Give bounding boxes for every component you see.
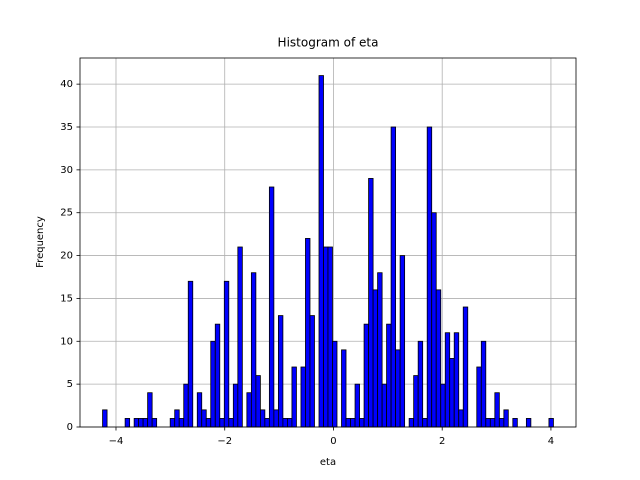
bar <box>138 418 144 428</box>
bar <box>259 409 266 428</box>
bar <box>318 75 324 428</box>
bar <box>187 280 194 428</box>
bar <box>345 418 351 428</box>
bar <box>368 178 374 428</box>
bar <box>219 418 225 428</box>
y-tick-label: 30 <box>60 165 73 176</box>
y-tick-label: 5 <box>67 379 73 390</box>
bar <box>133 418 140 428</box>
chart-title: Histogram of eta <box>278 36 379 50</box>
bar <box>305 238 311 428</box>
bar <box>268 186 275 428</box>
bar <box>277 315 284 428</box>
plot-frame <box>79 57 577 428</box>
bar <box>327 246 333 428</box>
bar <box>354 383 360 428</box>
bar <box>282 418 288 428</box>
bar <box>449 358 455 428</box>
bar <box>363 323 369 428</box>
bar <box>174 409 180 428</box>
bar <box>512 418 518 428</box>
bar <box>214 323 221 428</box>
bar <box>372 289 379 428</box>
x-axis-label: eta <box>320 457 336 468</box>
bar <box>386 323 392 428</box>
bar <box>480 340 487 428</box>
bar <box>458 409 464 428</box>
bar <box>300 366 306 428</box>
bar <box>390 126 397 428</box>
bar <box>183 383 189 428</box>
bar <box>435 289 442 428</box>
bar <box>422 418 428 428</box>
bar <box>350 418 356 428</box>
bar <box>426 126 433 428</box>
bar <box>377 272 383 428</box>
bar <box>525 418 532 428</box>
bar <box>255 375 261 428</box>
bar <box>462 306 469 428</box>
bar <box>413 375 419 428</box>
bar <box>178 418 185 428</box>
bar <box>291 366 297 428</box>
y-tick-label: 20 <box>60 251 73 262</box>
bar <box>309 315 315 428</box>
bar <box>169 418 176 428</box>
bar <box>453 332 460 428</box>
bar <box>440 383 446 428</box>
bar <box>431 212 437 428</box>
bar <box>151 418 158 428</box>
bar <box>102 409 108 428</box>
bar <box>476 366 482 428</box>
bar <box>381 383 387 428</box>
bar <box>444 332 451 428</box>
bar <box>210 340 216 428</box>
bar <box>273 409 279 428</box>
y-tick-label: 40 <box>60 79 73 90</box>
bar <box>323 246 329 428</box>
bar <box>237 246 243 428</box>
bar <box>489 418 496 428</box>
bar <box>124 418 131 428</box>
y-axis-label: Frequency <box>35 216 46 268</box>
bar <box>395 349 401 428</box>
bar <box>332 340 338 428</box>
bar <box>228 418 234 428</box>
bar <box>142 418 149 428</box>
y-tick-label: 15 <box>60 293 73 304</box>
y-tick-label: 35 <box>60 122 73 133</box>
bar <box>498 418 505 428</box>
bar <box>408 418 415 428</box>
y-tick-label: 0 <box>67 422 73 433</box>
bar <box>201 409 207 428</box>
bar <box>494 392 500 428</box>
bar <box>485 418 491 428</box>
bar <box>205 418 212 428</box>
bar <box>250 272 257 428</box>
x-tick-label: 0 <box>330 436 336 447</box>
bar <box>246 392 252 428</box>
bar <box>503 409 509 428</box>
x-tick-label: −4 <box>109 436 124 447</box>
bar <box>264 418 270 428</box>
bar <box>341 349 347 428</box>
bar <box>548 418 554 428</box>
bar <box>223 280 230 428</box>
x-tick-label: 4 <box>548 436 554 447</box>
bar <box>232 383 239 428</box>
x-tick-label: −2 <box>217 436 232 447</box>
y-tick-label: 10 <box>60 336 73 347</box>
bar <box>417 340 424 428</box>
bar <box>399 255 406 428</box>
bar <box>196 392 203 428</box>
y-tick-label: 25 <box>60 208 73 219</box>
bar <box>147 392 153 428</box>
bar <box>359 418 365 428</box>
bar <box>287 418 293 428</box>
x-tick-label: 2 <box>439 436 445 447</box>
